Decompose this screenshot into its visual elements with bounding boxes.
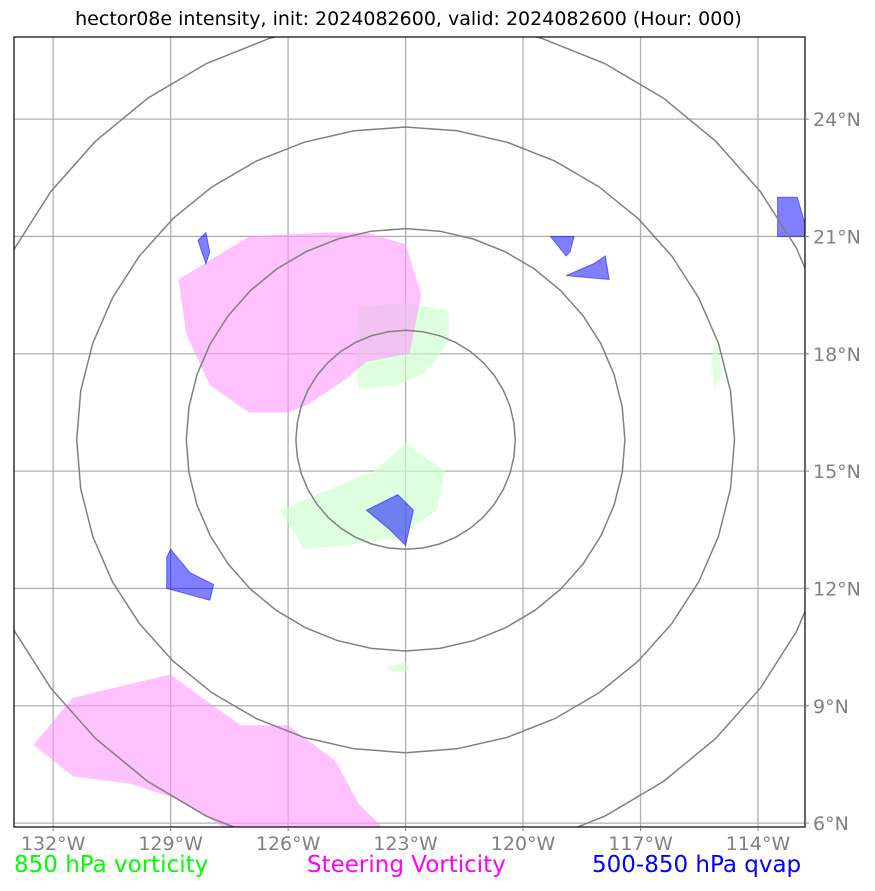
range-ring xyxy=(75,126,736,754)
range-ring xyxy=(295,329,516,551)
qvap-area xyxy=(565,255,610,281)
steering-vorticity-area xyxy=(178,232,422,413)
lon-tick-label: 123°W xyxy=(373,833,438,855)
legend-qvap: 500-850 hPa qvap xyxy=(592,852,802,878)
lat-tick-label: 24°N xyxy=(813,109,861,131)
qvap-area xyxy=(166,548,215,601)
lat-tick-label: 12°N xyxy=(813,578,861,600)
lat-tick-label: 21°N xyxy=(813,226,861,248)
steering-vorticity-area xyxy=(33,674,383,827)
range-rings xyxy=(14,37,805,827)
lon-tick-label: 132°W xyxy=(21,833,86,855)
legend-850-vorticity: 850 hPa vorticity xyxy=(14,852,209,878)
lon-tick-label: 120°W xyxy=(491,833,556,855)
lon-tick-label: 129°W xyxy=(138,833,203,855)
lat-tick-label: 6°N xyxy=(813,813,849,835)
vorticity-850-area xyxy=(386,662,410,673)
plot-frame xyxy=(13,36,806,828)
vorticity-850-area xyxy=(711,338,723,389)
qvap-area xyxy=(777,196,805,237)
range-ring xyxy=(14,37,805,827)
qvap-area xyxy=(549,236,575,257)
lat-tick-label: 9°N xyxy=(813,696,849,718)
qvap-area xyxy=(365,493,414,547)
lon-tick-label: 126°W xyxy=(256,833,321,855)
lon-tick-label: 114°W xyxy=(726,833,791,855)
legend-steering-vorticity: Steering Vorticity xyxy=(307,852,506,878)
field-contours xyxy=(33,196,805,827)
range-ring xyxy=(185,227,626,652)
lat-tick-label: 18°N xyxy=(813,344,861,366)
lat-tick-label: 15°N xyxy=(813,461,861,483)
axis-ticks: 132°W 129°W 126°W 123°W 120°W 117°W 114°W 6°N 9°… xyxy=(21,109,861,855)
qvap-area xyxy=(197,231,211,266)
lon-tick-label: 117°W xyxy=(608,833,673,855)
map-title: hector08e intensity, init: 2024082600, v… xyxy=(75,8,742,30)
